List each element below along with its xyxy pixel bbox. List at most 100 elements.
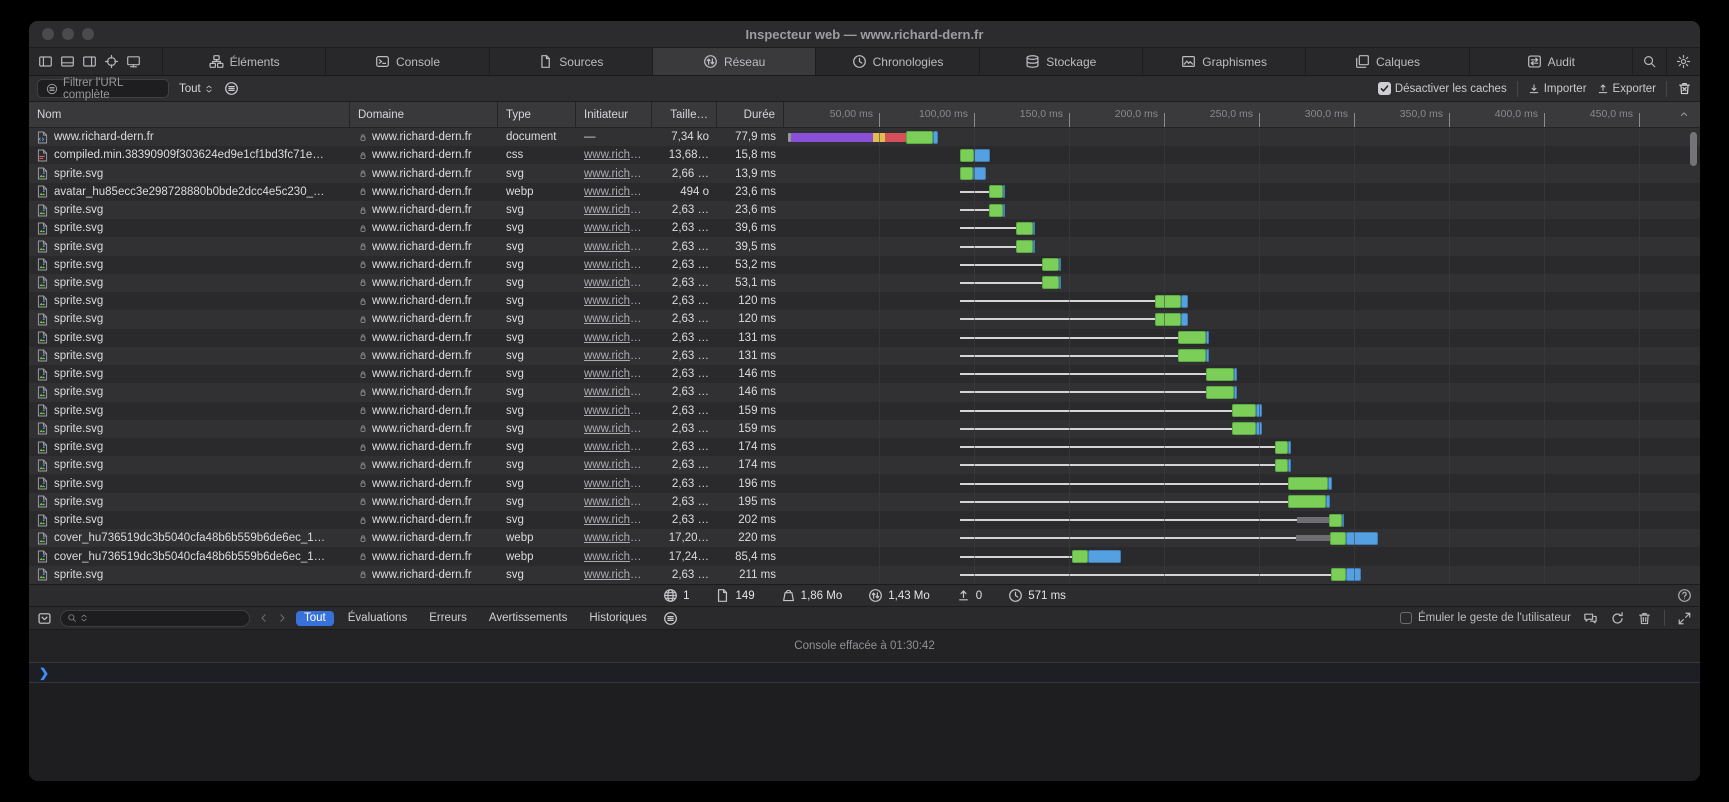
- tab-calques[interactable]: Calques: [1306, 48, 1470, 75]
- tab-elements[interactable]: Éléments: [163, 48, 327, 75]
- chevron-left-icon[interactable]: [258, 612, 270, 624]
- network-request-row[interactable]: sprite.svg www.richard-dern.fr svg www.rich…: [29, 292, 1700, 311]
- expand-console-icon[interactable]: [1677, 611, 1692, 626]
- clear-console-icon[interactable]: [1637, 611, 1652, 626]
- column-header-nom[interactable]: Nom: [29, 102, 350, 127]
- cell-initiator: www.richard-d…: [576, 329, 652, 347]
- url-filter-input[interactable]: Filtrer l'URL complète: [37, 77, 169, 101]
- chevron-up-icon[interactable]: [1678, 108, 1690, 120]
- initiator-link[interactable]: www.richard-d…: [584, 514, 644, 527]
- request-name: compiled.min.38390909f303624ed9e1cf1bd3f…: [54, 149, 324, 162]
- console-tab-erreurs[interactable]: Erreurs: [429, 611, 467, 624]
- initiator-link[interactable]: www.richard-d…: [584, 276, 644, 289]
- initiator-link[interactable]: www.richard-d…: [584, 422, 644, 435]
- initiator-link[interactable]: www.richard-d…: [584, 404, 644, 417]
- network-request-row[interactable]: sprite.svg www.richard-dern.fr svg www.rich…: [29, 365, 1700, 384]
- device-icon[interactable]: [126, 54, 141, 69]
- cell-name: sprite.svg: [29, 274, 350, 292]
- console-reload-icon[interactable]: [1610, 611, 1625, 626]
- zoom-window-button[interactable]: [82, 28, 94, 40]
- network-request-row[interactable]: compiled.min.38390909f303624ed9e1cf1bd3f…: [29, 146, 1700, 165]
- initiator-link[interactable]: www.richard-d…: [584, 295, 644, 308]
- network-request-row[interactable]: www.richard-dern.fr www.richard-dern.fr do…: [29, 128, 1700, 147]
- network-request-row[interactable]: sprite.svg www.richard-dern.fr svg www.rich…: [29, 255, 1700, 274]
- network-request-row[interactable]: sprite.svg www.richard-dern.fr svg www.rich…: [29, 401, 1700, 420]
- initiator-link[interactable]: www.richard-d…: [584, 386, 644, 399]
- initiator-link[interactable]: www.richard-d…: [584, 349, 644, 362]
- console-scope-icon[interactable]: [37, 611, 52, 626]
- console-search-input[interactable]: [60, 609, 250, 627]
- initiator-link[interactable]: www.richard-d…: [584, 240, 644, 253]
- search-button[interactable]: [1633, 48, 1666, 75]
- tab-chronologies[interactable]: Chronologies: [816, 48, 980, 75]
- column-header-type[interactable]: Type: [498, 102, 576, 127]
- initiator-link[interactable]: www.richard-d…: [584, 532, 644, 545]
- initiator-link[interactable]: www.richard-d…: [584, 459, 644, 472]
- network-request-row[interactable]: sprite.svg www.richard-dern.fr svg www.rich…: [29, 565, 1700, 584]
- network-request-row[interactable]: sprite.svg www.richard-dern.fr svg www.rich…: [29, 474, 1700, 493]
- initiator-link[interactable]: www.richard-d…: [584, 204, 644, 217]
- network-request-row[interactable]: sprite.svg www.richard-dern.fr svg www.rich…: [29, 273, 1700, 293]
- initiator-link[interactable]: www.richard-d…: [584, 167, 644, 180]
- tab-sources[interactable]: Sources: [490, 48, 653, 75]
- export-button[interactable]: Exporter: [1597, 83, 1656, 95]
- network-request-row[interactable]: sprite.svg www.richard-dern.fr svg www.rich…: [29, 510, 1700, 530]
- dock-left-icon[interactable]: [38, 54, 53, 69]
- initiator-link[interactable]: www.richard-d…: [584, 185, 644, 198]
- network-request-row[interactable]: sprite.svg www.richard-dern.fr svg www.rich…: [29, 310, 1700, 329]
- chevron-right-icon[interactable]: [276, 612, 288, 624]
- tab-reseau[interactable]: Réseau: [652, 48, 817, 75]
- initiator-link[interactable]: www.richard-d…: [584, 441, 644, 454]
- initiator-link[interactable]: www.richard-d…: [584, 368, 644, 381]
- network-request-row[interactable]: cover_hu736519dc3b5040cfa48b6b559b6de6ec…: [29, 547, 1700, 566]
- initiator-link[interactable]: www.richard-d…: [584, 568, 644, 581]
- console-prompt[interactable]: ❯: [29, 663, 1700, 683]
- network-request-row[interactable]: sprite.svg www.richard-dern.fr svg www.rich…: [29, 237, 1700, 256]
- network-request-row[interactable]: sprite.svg www.richard-dern.fr svg www.rich…: [29, 164, 1700, 183]
- column-header-initiateur[interactable]: Initiateur: [576, 102, 652, 127]
- column-header-taille[interactable]: Taille…: [652, 102, 717, 127]
- initiator-link[interactable]: www.richard-d…: [584, 550, 644, 563]
- dock-right-icon[interactable]: [82, 54, 97, 69]
- network-request-row[interactable]: sprite.svg www.richard-dern.fr svg www.rich…: [29, 200, 1700, 220]
- initiator-link[interactable]: www.richard-d…: [584, 331, 644, 344]
- close-window-button[interactable]: [42, 28, 54, 40]
- console-tab-avertissements[interactable]: Avertissements: [488, 611, 568, 624]
- tab-audit[interactable]: Audit: [1470, 48, 1633, 75]
- vertical-scrollbar[interactable]: [1690, 132, 1697, 166]
- column-header-duree[interactable]: Durée: [717, 102, 784, 127]
- column-header-domaine[interactable]: Domaine: [350, 102, 498, 127]
- console-tab-évaluations[interactable]: Évaluations: [347, 611, 408, 624]
- network-request-row[interactable]: sprite.svg www.richard-dern.fr svg www.rich…: [29, 456, 1700, 475]
- initiator-link[interactable]: www.richard-d…: [584, 495, 644, 508]
- tab-console[interactable]: Console: [326, 48, 490, 75]
- console-tab-tout[interactable]: Tout: [296, 610, 334, 626]
- settings-button[interactable]: [1667, 48, 1700, 75]
- minimize-window-button[interactable]: [62, 28, 74, 40]
- network-request-row[interactable]: sprite.svg www.richard-dern.fr svg www.rich…: [29, 437, 1700, 457]
- console-messages-icon[interactable]: [1583, 611, 1598, 626]
- network-request-row[interactable]: sprite.svg www.richard-dern.fr svg www.rich…: [29, 492, 1700, 511]
- console-tab-historiques[interactable]: Historiques: [589, 611, 647, 624]
- tab-stockage[interactable]: Stockage: [980, 48, 1143, 75]
- emulate-user-gesture-checkbox[interactable]: Émuler le geste de l'utilisateur: [1399, 612, 1571, 624]
- help-button[interactable]: [1677, 588, 1692, 603]
- cell-name: compiled.min.38390909f303624ed9e1cf1bd3f…: [29, 146, 350, 164]
- initiator-link[interactable]: www.richard-d…: [584, 149, 644, 162]
- import-button[interactable]: Importer: [1528, 83, 1587, 95]
- dock-bottom-icon[interactable]: [60, 54, 75, 69]
- disable-caches-checkbox[interactable]: Désactiver les caches: [1377, 82, 1507, 95]
- initiator-link[interactable]: www.richard-d…: [584, 258, 644, 271]
- tab-graphismes[interactable]: Graphismes: [1143, 48, 1307, 75]
- clear-network-items-icon[interactable]: [1677, 81, 1692, 96]
- filter-list-icon[interactable]: [224, 81, 239, 96]
- initiator-link[interactable]: www.richard-d…: [584, 313, 644, 326]
- element-picker-icon[interactable]: [104, 54, 119, 69]
- waterfall-bar: [960, 529, 1378, 547]
- network-request-row[interactable]: sprite.svg www.richard-dern.fr svg www.rich…: [29, 383, 1700, 402]
- initiator-link[interactable]: www.richard-d…: [584, 222, 644, 235]
- console-filter-list-icon[interactable]: [663, 611, 678, 626]
- network-request-row[interactable]: sprite.svg www.richard-dern.fr svg www.rich…: [29, 219, 1700, 238]
- initiator-link[interactable]: www.richard-d…: [584, 477, 644, 490]
- resource-type-dropdown[interactable]: Tout: [179, 83, 214, 95]
